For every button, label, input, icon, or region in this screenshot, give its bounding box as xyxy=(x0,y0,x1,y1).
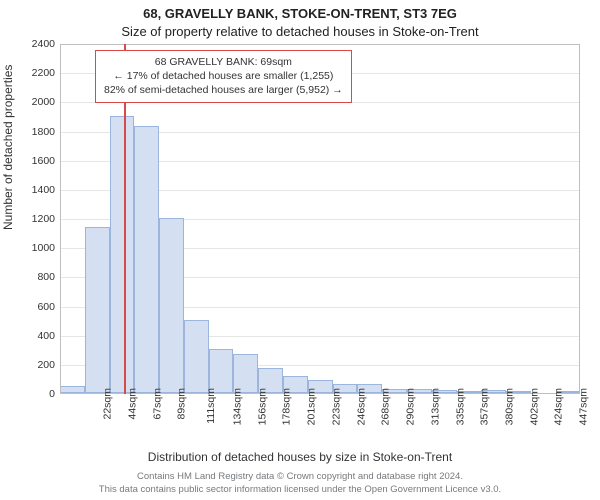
xtick-label: 424sqm xyxy=(552,388,564,425)
xtick-label: 335sqm xyxy=(454,388,466,425)
ytick-label: 1600 xyxy=(15,155,55,167)
xtick-label: 44sqm xyxy=(126,388,138,420)
xtick-label: 402sqm xyxy=(528,388,540,425)
annotation-line3: 82% of semi-detached houses are larger (… xyxy=(104,83,343,97)
x-axis-label: Distribution of detached houses by size … xyxy=(0,450,600,464)
xtick-label: 223sqm xyxy=(330,388,342,425)
ytick-label: 2200 xyxy=(15,67,55,79)
xtick-label: 290sqm xyxy=(404,388,416,425)
xtick-label: 89sqm xyxy=(176,388,188,420)
xtick-label: 111sqm xyxy=(205,388,217,424)
ytick-label: 0 xyxy=(15,388,55,400)
chart-container: 68, GRAVELLY BANK, STOKE-ON-TRENT, ST3 7… xyxy=(0,0,600,500)
attribution-line2: This data contains public sector informa… xyxy=(0,484,600,496)
annotation-line1: 68 GRAVELLY BANK: 69sqm xyxy=(104,55,343,69)
y-axis-label: Number of detached properties xyxy=(1,65,15,230)
ytick-label: 2400 xyxy=(15,38,55,50)
xtick-label: 67sqm xyxy=(152,388,164,420)
xtick-label: 134sqm xyxy=(232,388,244,425)
xtick-label: 246sqm xyxy=(355,388,367,425)
chart-title: 68, GRAVELLY BANK, STOKE-ON-TRENT, ST3 7… xyxy=(0,6,600,21)
xtick-label: 268sqm xyxy=(380,388,392,425)
xtick-label: 22sqm xyxy=(102,388,114,420)
attribution: Contains HM Land Registry data © Crown c… xyxy=(0,471,600,496)
ytick-label: 600 xyxy=(15,301,55,313)
ytick-label: 1200 xyxy=(15,213,55,225)
xtick-label: 313sqm xyxy=(430,388,442,425)
ytick-label: 2000 xyxy=(15,96,55,108)
annotation-box: 68 GRAVELLY BANK: 69sqm ← 17% of detache… xyxy=(95,50,352,103)
xtick-label: 447sqm xyxy=(578,388,590,425)
annotation-line2: ← 17% of detached houses are smaller (1,… xyxy=(104,69,343,83)
ytick-label: 800 xyxy=(15,271,55,283)
attribution-line1: Contains HM Land Registry data © Crown c… xyxy=(0,471,600,483)
xtick-label: 357sqm xyxy=(478,388,490,425)
xtick-label: 156sqm xyxy=(256,388,268,425)
chart-subtitle: Size of property relative to detached ho… xyxy=(0,24,600,39)
plot-area: 68 GRAVELLY BANK: 69sqm ← 17% of detache… xyxy=(60,44,580,394)
ytick-label: 200 xyxy=(15,359,55,371)
xtick-label: 178sqm xyxy=(280,388,292,425)
ytick-label: 1400 xyxy=(15,184,55,196)
xtick-label: 380sqm xyxy=(504,388,516,425)
ytick-label: 400 xyxy=(15,330,55,342)
ytick-label: 1000 xyxy=(15,242,55,254)
xtick-label: 201sqm xyxy=(306,388,318,425)
ytick-label: 1800 xyxy=(15,126,55,138)
